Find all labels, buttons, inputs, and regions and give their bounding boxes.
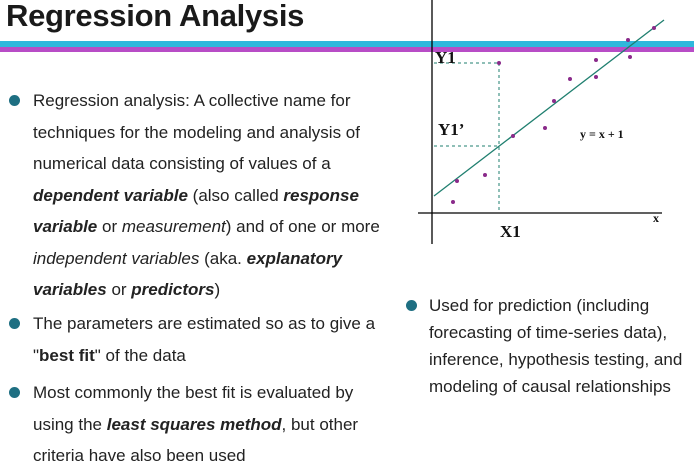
data-point	[626, 38, 630, 42]
data-point	[455, 179, 459, 183]
text-segment: Regression analysis: A collective name f…	[33, 91, 360, 173]
data-point	[628, 55, 632, 59]
term-best-fit: best fit	[39, 345, 95, 365]
bullet-dot	[9, 387, 20, 398]
data-point	[594, 58, 598, 62]
data-point	[497, 61, 501, 65]
regression-line	[433, 19, 665, 197]
text-segment: (also called	[187, 185, 284, 205]
label-y1-prime: Y1’	[438, 120, 464, 139]
equation-label: y = x + 1	[580, 127, 624, 141]
term-independent-variables: independent variables	[33, 248, 200, 268]
title-underline-purple	[0, 47, 694, 52]
bullet-dot	[406, 300, 417, 311]
data-point	[511, 134, 515, 138]
bullet-least-squares: Most commonly the best fit is evaluated …	[33, 377, 393, 472]
label-y1: Y1	[435, 48, 456, 67]
text-segment: , but other criteria have also been used	[33, 414, 359, 466]
text-segment: " of the data	[94, 345, 186, 365]
text-segment: ) and of one or more	[225, 217, 380, 236]
data-point	[594, 75, 598, 79]
title-underline-cyan	[0, 41, 694, 47]
term-measurement: measurement	[121, 217, 226, 236]
term-response-variable: response variable	[33, 185, 359, 237]
text-segment: or	[106, 280, 132, 299]
bullet-prediction-uses: Used for prediction (including forecasti…	[429, 296, 683, 396]
data-point	[552, 99, 556, 103]
text-segment: The parameters are estimated so as to gi…	[33, 314, 376, 365]
data-point	[568, 77, 572, 81]
bullet-dot	[9, 318, 20, 329]
data-points	[451, 26, 656, 204]
page-title: Regression Analysis	[6, 0, 305, 33]
text-segment: (aka.	[199, 248, 247, 268]
term-explanatory-variables: explanatory variables	[33, 248, 343, 300]
data-point	[543, 126, 547, 130]
data-point	[483, 173, 487, 177]
term-least-squares-method: least squares method	[106, 414, 282, 434]
text-segment: )	[214, 280, 221, 299]
label-x-axis: x	[653, 211, 659, 225]
bullet-dot	[9, 95, 20, 106]
data-point	[451, 200, 455, 204]
term-dependent-variable: dependent variable	[33, 185, 188, 205]
term-predictors: predictors	[131, 280, 215, 299]
bullet-regression-definition: Regression analysis: A collective name f…	[33, 85, 408, 306]
regression-diagram: Y1 Y1’ X1 x y = x + 1	[418, 0, 665, 244]
bullet-best-fit: The parameters are estimated so as to gi…	[33, 308, 408, 371]
data-point	[652, 26, 656, 30]
text-segment: or	[97, 217, 122, 236]
text-segment: Most commonly the best fit is evaluated …	[33, 383, 354, 434]
label-x1: X1	[500, 222, 521, 241]
